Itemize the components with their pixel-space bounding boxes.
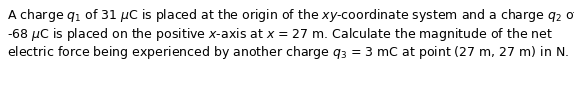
Text: -68 $\mu$C is placed on the positive $\mathit{x}$-axis at $\mathit{x}$ = 27 m. C: -68 $\mu$C is placed on the positive $\m… (7, 26, 553, 43)
Text: A charge $q_1$ of 31 $\mu$C is placed at the origin of the $\mathit{xy}$-coordin: A charge $q_1$ of 31 $\mu$C is placed at… (7, 7, 574, 24)
Text: electric force being experienced by another charge $q_3$ = 3 mC at point (27 m, : electric force being experienced by anot… (7, 45, 569, 62)
